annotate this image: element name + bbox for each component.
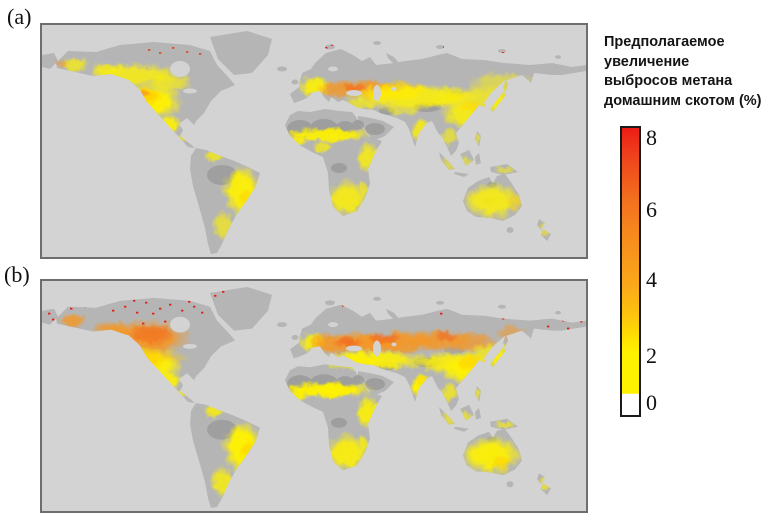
colorbar-tick-2: 2 [646,343,657,368]
colorbar-tick-6: 6 [646,197,657,222]
legend-title-line-1: Предполагаемое [604,34,725,50]
arctic-orange-specks-a [148,47,202,55]
panel-label-b: (b) [4,262,30,287]
colorbar-legend: Предполагаемое увеличение выбросов метан… [604,33,768,111]
panel-label-a: (a) [7,4,32,29]
colorbar-tick-8: 8 [646,125,657,150]
colorbar-tick-0: 0 [646,390,657,415]
map-panel-a [40,23,588,259]
colorbar-tick-4: 4 [646,267,657,292]
legend-title-line-3: выбросов метана [604,73,733,89]
world-map-a [42,25,586,257]
map-panel-b [40,279,588,513]
world-map-b [42,281,586,511]
legend-title-line-2: увеличение [604,53,690,70]
colorbar-gradient [620,126,641,417]
legend-title-line-4: домашним скотом (%) [604,92,762,109]
legend-title: Предполагаемое увеличение выбросов метан… [604,33,768,111]
